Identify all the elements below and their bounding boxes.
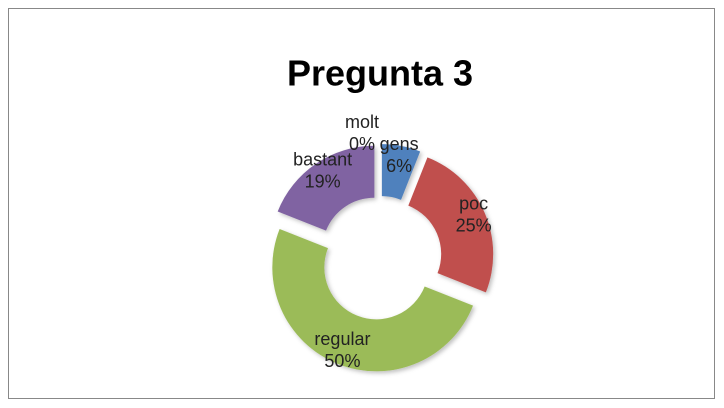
- data-label: bastant 19%: [293, 150, 352, 192]
- donut-slice: [408, 157, 494, 293]
- category-label: bastant: [293, 150, 352, 170]
- value-label: 19%: [305, 172, 341, 192]
- data-label: gens 6%: [380, 134, 419, 176]
- donut-slice: [272, 229, 474, 372]
- value-label: 0%: [349, 134, 375, 154]
- data-label: poc 25%: [456, 193, 492, 235]
- category-label: gens: [380, 134, 419, 154]
- data-label: molt 0%: [345, 112, 379, 154]
- chart-title: Pregunta 3: [287, 53, 473, 94]
- category-label: regular: [314, 329, 370, 349]
- category-label: poc: [459, 193, 488, 213]
- category-label: molt: [345, 112, 379, 132]
- value-label: 50%: [324, 351, 360, 371]
- data-label: regular 50%: [314, 329, 370, 371]
- value-label: 25%: [456, 215, 492, 235]
- value-label: 6%: [386, 156, 412, 176]
- donut-slice: [381, 144, 421, 200]
- donut-slice: [277, 145, 375, 231]
